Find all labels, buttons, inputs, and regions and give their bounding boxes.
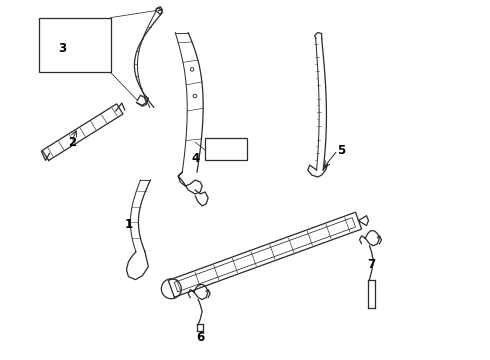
Bar <box>205 138 247 160</box>
Bar <box>39 18 111 72</box>
Text: 3: 3 <box>59 42 67 55</box>
Text: 7: 7 <box>368 258 375 271</box>
Text: 2: 2 <box>69 136 77 149</box>
Text: 6: 6 <box>196 331 204 344</box>
Text: 4: 4 <box>191 152 199 165</box>
Text: 5: 5 <box>338 144 346 157</box>
Text: 1: 1 <box>124 218 132 231</box>
